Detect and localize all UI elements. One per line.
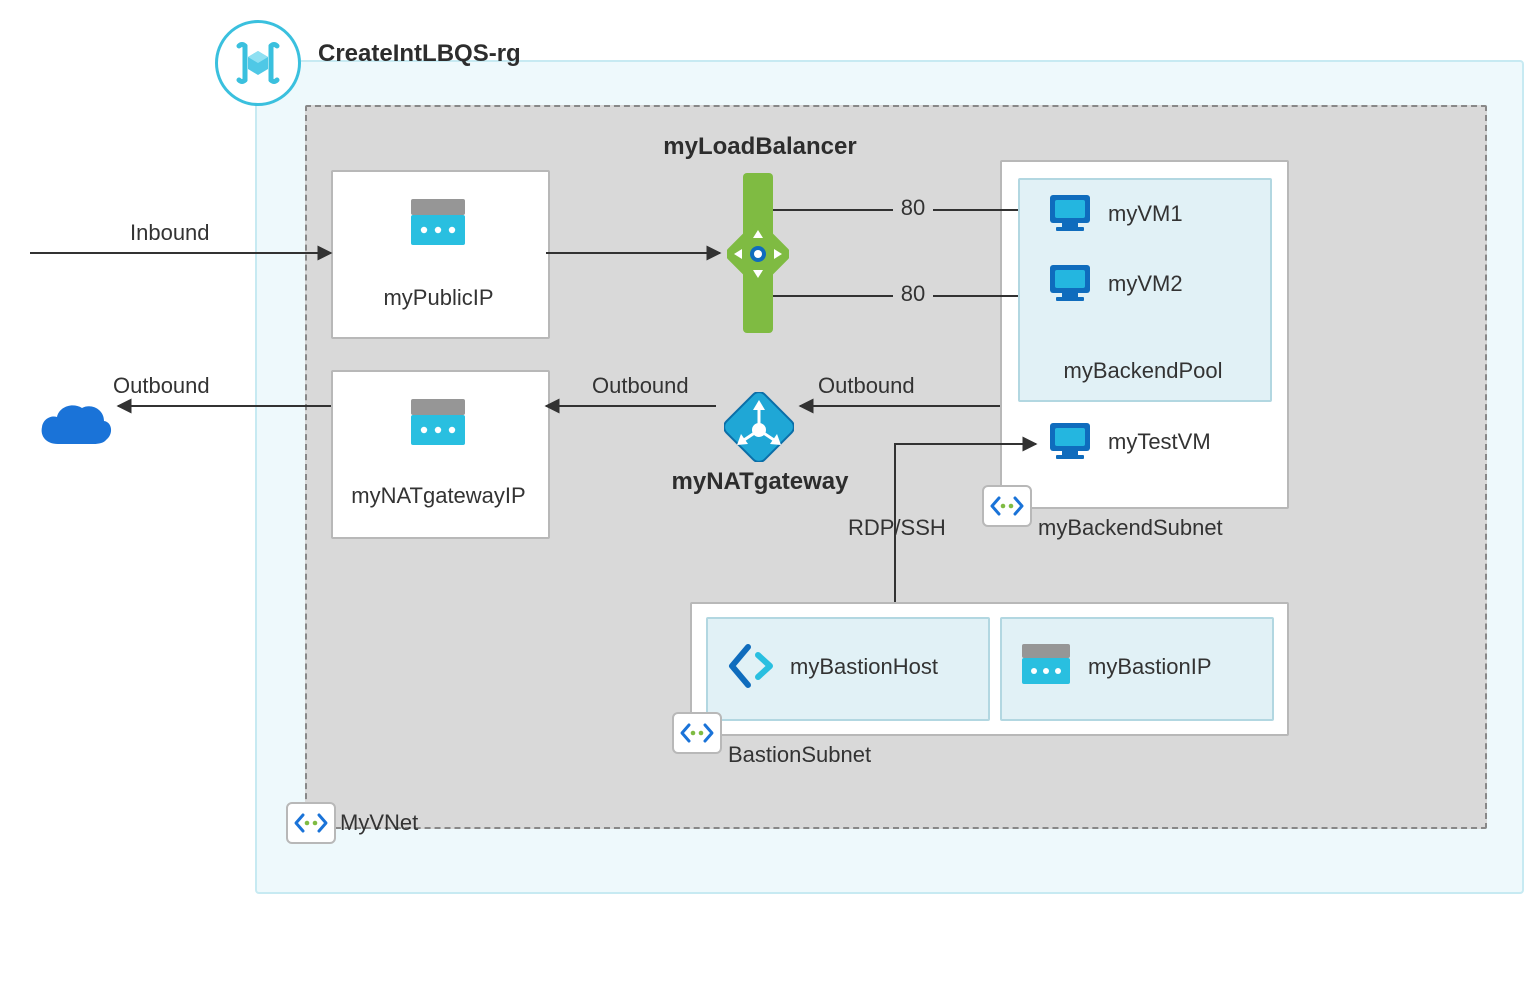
bastion-ip-icon [1018,640,1074,695]
rdpssh-label: RDP/SSH [848,515,946,541]
resource-group-icon [215,20,301,106]
natgatewayip-label: myNATgatewayIP [331,483,546,509]
port80-label-2: 80 [895,281,931,307]
publicip-label: myPublicIP [331,285,546,311]
vnet-label: MyVNet [340,810,418,836]
bastion-host-icon [726,641,776,696]
bastion-host-label: myBastionHost [790,654,938,680]
loadbalancer-label: myLoadBalancer [640,133,880,161]
resource-group-title: CreateIntLBQS-rg [318,40,521,68]
diagram-canvas: CreateIntLBQS-rg MyVNet myPublicIP [0,0,1540,995]
outbound-label-3: Outbound [818,373,915,399]
natgateway-icon [724,392,794,467]
vm2-label: myVM2 [1108,271,1183,297]
outbound-label-1: Outbound [113,373,210,399]
vnet-icon [286,802,336,844]
natgatewayip-icon [407,395,469,456]
publicip-icon [407,195,469,256]
bastion-ip-label: myBastionIP [1088,654,1212,680]
testvm-label: myTestVM [1108,429,1211,455]
testvm-icon [1048,421,1092,466]
loadbalancer-icon [727,223,789,290]
bastion-subnet-label: BastionSubnet [728,742,871,768]
bastion-subnet-icon [672,712,722,754]
backend-subnet-label: myBackendSubnet [1038,515,1223,541]
natgateway-label: myNATgateway [640,468,880,496]
port80-label-1: 80 [895,195,931,221]
cloud-icon [36,400,114,459]
vm1-icon [1048,193,1092,238]
backend-subnet-icon [982,485,1032,527]
outbound-label-2: Outbound [592,373,689,399]
inbound-label: Inbound [130,220,210,246]
vm2-icon [1048,263,1092,308]
vm1-label: myVM1 [1108,201,1183,227]
backend-pool-label: myBackendPool [1018,358,1268,384]
